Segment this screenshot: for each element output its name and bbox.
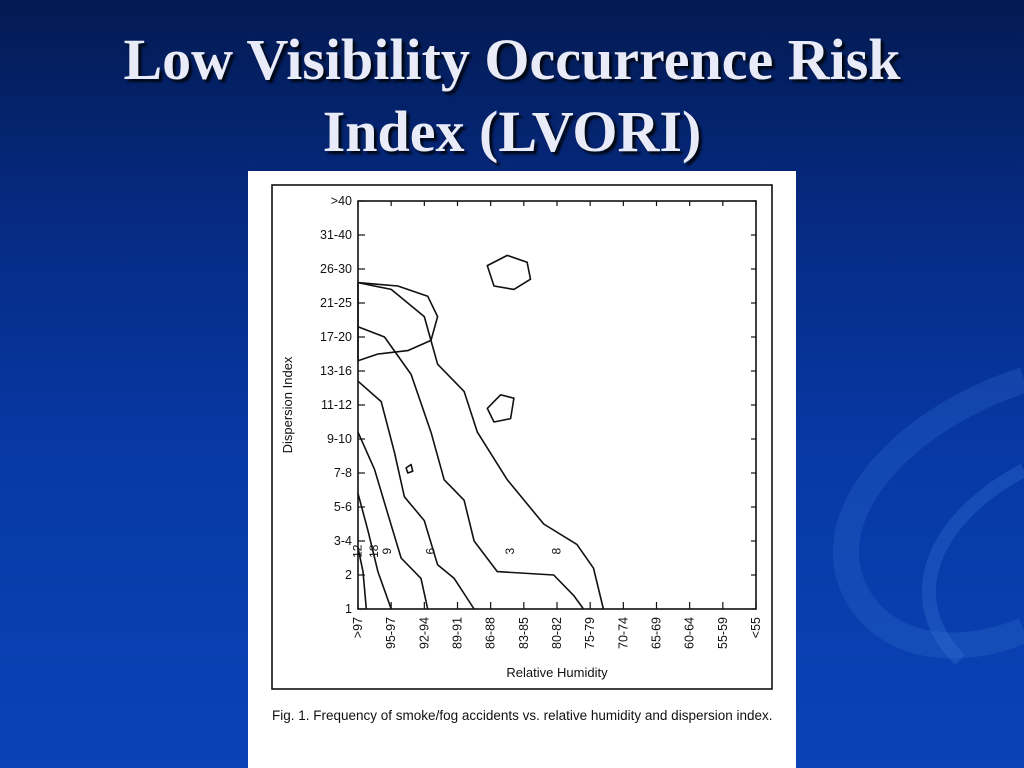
contour-line-3 [357,281,605,610]
y-tick-label: 3-4 [334,534,352,548]
y-tick-label: 5-6 [334,500,352,514]
y-tick-label: 1 [345,602,352,616]
contour-label: 18 [367,544,381,558]
y-tick-label: 31-40 [320,228,352,242]
plot-area-border [357,200,757,610]
contour-label: 3 [503,548,517,555]
x-tick-label: 83-85 [517,617,531,649]
x-tick-label: 65-69 [650,617,664,649]
contour-label: 8 [549,548,563,555]
contour-island-8 [486,394,515,423]
y-axis-label: Dispersion Index [280,356,295,453]
y-tick-label: 13-16 [320,364,352,378]
x-tick-label: 60-64 [683,617,697,649]
x-tick-label: >97 [351,617,365,638]
figure-card: 1 2 3-4 5-6 7-8 9-10 11-12 13-16 17-20 21-25 26-30… [248,171,796,768]
contour-label: 9 [380,548,394,555]
y-tick-label: 7-8 [334,466,352,480]
slide-title-line-2: Index (LVORI) [322,99,702,164]
slide-title: Low Visibility Occurrence Risk Index (LV… [0,24,1024,168]
contour-label: 12 [350,544,364,558]
y-tick-label: 17-20 [320,330,352,344]
x-axis-label: Relative Humidity [506,665,608,680]
x-tick-label: 80-82 [550,617,564,649]
contour-island-7 [486,254,532,291]
x-tick-label: <55 [749,617,763,638]
contour-label: 6 [423,548,437,555]
contour-line-6 [357,326,585,610]
x-tick-label: 86-88 [484,617,498,649]
contour-line-8 [357,380,475,610]
y-tick-label: 2 [345,568,352,582]
contour-chart: 123-45-67-89-1011-1213-1617-2021-2526-30… [271,184,773,690]
y-tick-label: 11-12 [321,398,352,412]
x-tick-label: 92-94 [417,617,431,649]
contour-line-12 [357,493,392,610]
y-tick-label: >40 [331,194,352,208]
slide-title-line-1: Low Visibility Occurrence Risk [123,27,901,92]
x-tick-label: 95-97 [384,617,398,649]
contour-island-6 [357,281,439,362]
contour-line-18 [357,547,368,610]
y-tick-label: 26-30 [320,262,352,276]
contour-line-9 [357,431,429,610]
figure-frame [271,184,773,690]
x-tick-label: 70-74 [616,617,630,649]
figure-caption: Fig. 1. Frequency of smoke/fog accidents… [272,708,773,723]
y-tick-label: 21-25 [320,296,352,310]
x-tick-label: 89-91 [451,617,465,649]
y-tick-label: 9-10 [327,432,352,446]
x-tick-label: 55-59 [716,617,730,649]
contour-island-9 [405,463,414,474]
x-tick-label: 75-79 [583,617,597,649]
